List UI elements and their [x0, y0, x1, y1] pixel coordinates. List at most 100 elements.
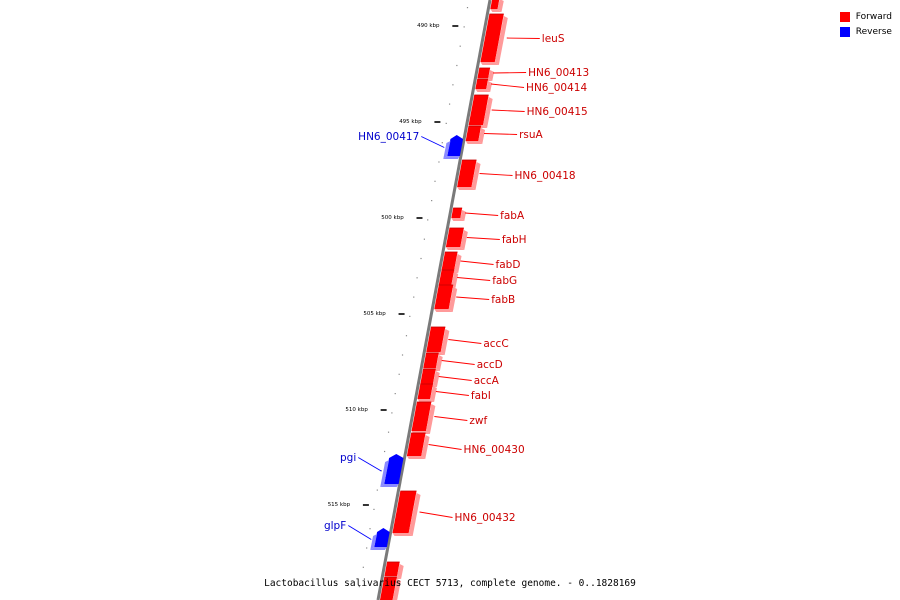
gene-shade-bottom — [417, 399, 435, 402]
gene-shade-bottom — [380, 484, 399, 487]
gene-shade-bottom — [480, 62, 499, 65]
gene-unnamed-22 — [384, 561, 404, 579]
gene-shade-bottom — [443, 156, 460, 159]
gene-label: fabI — [471, 390, 491, 402]
minor-tick — [394, 393, 396, 395]
minor-tick — [416, 277, 418, 279]
minor-tick — [466, 7, 469, 9]
gene-body — [477, 68, 491, 78]
tick-label: 500 kbp — [381, 215, 404, 221]
gene-body — [392, 491, 417, 533]
legend-forward-label: Forward — [855, 11, 892, 22]
minor-tick — [401, 354, 404, 356]
gene-shade-bottom — [457, 187, 476, 190]
gene-fabD: fabD — [441, 251, 521, 273]
gene-body — [423, 353, 439, 368]
gene-label: accA — [474, 375, 500, 387]
gene-label: HN6_00413 — [528, 67, 589, 79]
gene-shade-bottom — [475, 89, 491, 92]
minor-tick — [366, 547, 368, 549]
gene-leader-line — [435, 391, 469, 396]
minor-tick — [441, 142, 443, 144]
minor-tick — [445, 122, 447, 124]
gene-shade — [392, 579, 401, 600]
gene-body — [379, 577, 397, 600]
minor-tick — [398, 373, 400, 375]
gene-zwf: zwf — [411, 401, 487, 434]
minor-tick — [423, 238, 425, 240]
minor-tick — [413, 296, 415, 298]
gene-leader-line — [506, 37, 540, 39]
gene-shade-bottom — [465, 141, 483, 144]
gene-shade — [443, 141, 451, 159]
gene-leader-line — [434, 416, 468, 421]
minor-tick — [427, 219, 429, 221]
minor-tick — [358, 586, 360, 588]
gene-shade-bottom — [445, 247, 465, 250]
gene-body — [465, 126, 482, 141]
gene-fabA: fabA — [451, 207, 525, 222]
gene-label: glpF — [324, 520, 346, 532]
gene-label: zwf — [469, 415, 487, 427]
gene-body — [411, 402, 432, 431]
gene-glpF: glpF — [324, 520, 390, 550]
gene-body — [384, 562, 400, 576]
gene-label: HN6_00417 — [358, 131, 419, 143]
gene-body — [384, 458, 404, 484]
gene-unnamed-0 — [490, 0, 504, 12]
minor-tick — [409, 315, 411, 317]
genome-backbone — [376, 0, 492, 600]
gene-shade — [397, 564, 404, 579]
gene-arrowhead — [450, 135, 464, 139]
legend-reverse: Reverse — [839, 24, 892, 39]
legend-forward: Forward — [839, 9, 892, 24]
gene-body — [441, 252, 458, 270]
gene-leader-line — [421, 136, 445, 148]
gene-leader-line — [493, 72, 527, 74]
minor-tick — [383, 450, 386, 453]
gene-shade — [483, 97, 493, 128]
gene-shade — [454, 254, 462, 273]
minor-tick — [369, 528, 371, 530]
gene-leader-line — [441, 360, 475, 365]
gene-shade — [494, 16, 508, 65]
minor-tick — [431, 200, 433, 202]
tick-label: 515 kbp — [328, 502, 351, 508]
gene-leader-line — [438, 376, 472, 381]
minor-tick — [405, 335, 408, 337]
minor-tick — [438, 161, 440, 163]
gene-label: HN6_00418 — [515, 170, 576, 182]
gene-unnamed-23 — [379, 576, 401, 600]
gene-shade — [448, 287, 458, 312]
gene-body — [417, 384, 433, 399]
gene-leuS: leuS — [480, 13, 565, 65]
gene-body — [457, 160, 477, 187]
gene-shade — [451, 272, 459, 288]
gene-shade — [440, 329, 450, 355]
forward-swatch — [839, 11, 850, 22]
minor-tick — [373, 508, 375, 510]
gene-HN6_00415: HN6_00415 — [468, 94, 588, 128]
gene-shade — [488, 70, 495, 81]
gene-shade — [432, 371, 440, 387]
gene-label: fabH — [502, 234, 527, 246]
gene-accC: accC — [426, 326, 509, 355]
gene-rsuA: rsuA — [465, 125, 544, 144]
gene-label: fabD — [496, 259, 521, 271]
gene-fabB: fabB — [434, 284, 515, 312]
tick-label: 505 kbp — [363, 311, 386, 317]
gene-shade — [460, 230, 468, 250]
gene-shade — [370, 534, 378, 550]
minor-tick — [448, 103, 451, 105]
gene-label: rsuA — [519, 129, 543, 141]
minor-tick — [434, 180, 436, 182]
gene-label: fabG — [492, 275, 517, 287]
gene-leader-line — [419, 511, 453, 518]
map-title: Lactobacillus salivarius CECT 5713, comp… — [264, 578, 636, 589]
gene-shade-bottom — [370, 547, 387, 550]
gene-leader-line — [484, 133, 518, 135]
minor-tick — [459, 45, 461, 47]
gene-body — [445, 228, 464, 247]
gene-accD: accD — [423, 352, 503, 371]
